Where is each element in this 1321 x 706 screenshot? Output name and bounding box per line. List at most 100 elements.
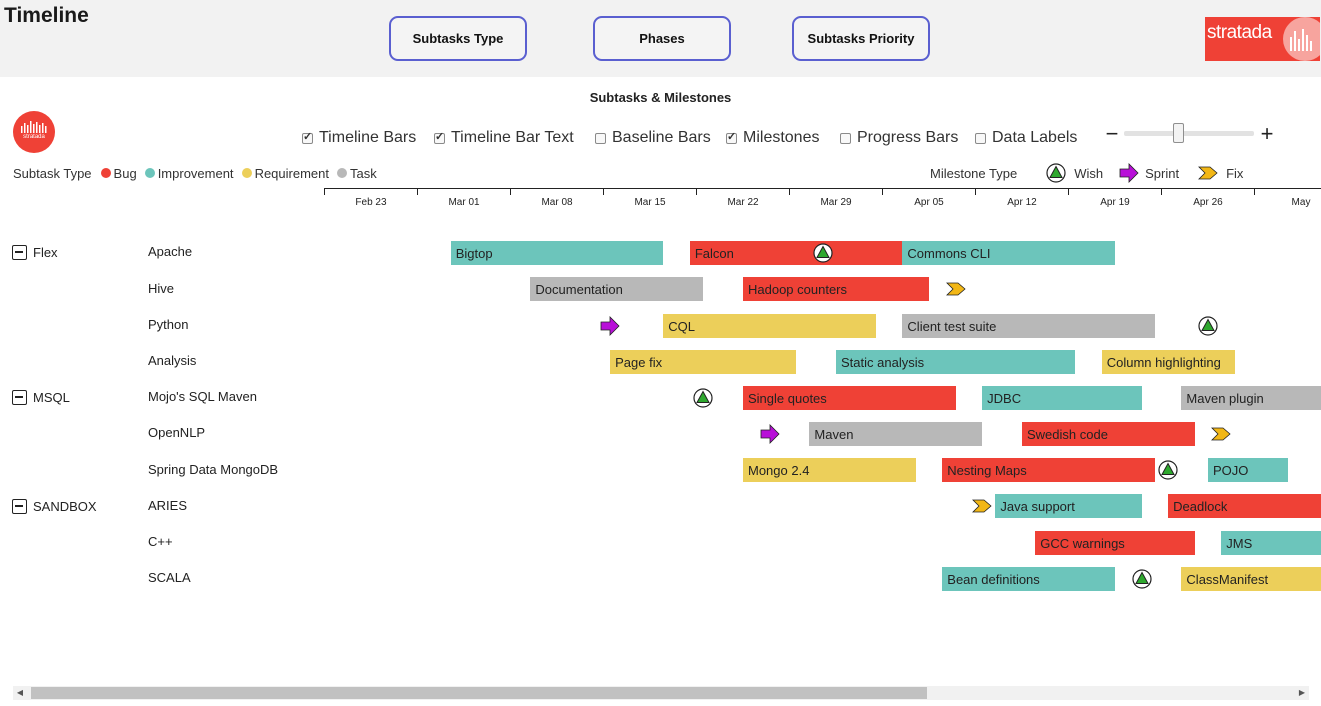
timeline-bar[interactable]: Maven — [809, 422, 983, 446]
timeline-bar[interactable]: Deadlock — [1168, 494, 1321, 518]
row-label-opennlp: OpenNLP — [148, 425, 206, 440]
milestone-wish-icon[interactable] — [1131, 569, 1152, 589]
timeline-bar[interactable]: Documentation — [530, 277, 704, 301]
timeline-bar[interactable]: Falcon — [689, 241, 903, 265]
scroll-right-arrow-icon[interactable]: ▶ — [1298, 688, 1306, 697]
timeline-bar[interactable]: Mongo 2.4 — [743, 458, 916, 482]
option-label: Baseline Bars — [612, 129, 711, 146]
scroll-left-arrow-icon[interactable]: ◀ — [16, 688, 24, 697]
option-timeline-bar-text[interactable]: Timeline Bar Text — [434, 128, 574, 148]
horizontal-scrollbar[interactable]: ◀ ▶ — [13, 686, 1309, 700]
option-label: Timeline Bars — [319, 129, 417, 146]
collapse-icon[interactable] — [12, 244, 27, 260]
timeline-bar[interactable]: Hadoop counters — [743, 277, 929, 301]
axis-tick-label: Mar 01 — [448, 197, 480, 208]
milestone-sprint-icon[interactable] — [600, 316, 620, 336]
timeline-bar[interactable]: Swedish code — [1022, 422, 1195, 446]
zoom-out-button[interactable]: − — [1105, 121, 1119, 146]
milestone-fix-icon[interactable] — [972, 496, 992, 516]
brand-logo: stratada — [1205, 17, 1320, 61]
option-label: Milestones — [743, 129, 820, 146]
milestone-fix-icon[interactable] — [1211, 424, 1231, 444]
timeline-bar[interactable]: Java support — [995, 494, 1142, 518]
bars-icon — [1290, 29, 1312, 51]
subtasks-type-button[interactable]: Subtasks Type — [389, 16, 527, 61]
milestone-wish-icon[interactable] — [693, 388, 713, 408]
brand-name: stratada — [1207, 22, 1272, 43]
axis-tick-label: May — [1291, 197, 1311, 208]
milestone-wish-icon[interactable] — [1158, 460, 1178, 480]
milestone-type-legend: Milestone Type Wish Sprint Fix — [930, 163, 1243, 183]
option-label: Timeline Bar Text — [451, 129, 574, 146]
checkbox-icon[interactable] — [726, 130, 737, 144]
checkbox-icon[interactable] — [975, 132, 986, 144]
legend-item-requirement: Requirement — [254, 165, 329, 181]
timeline-bar[interactable]: Nesting Maps — [942, 458, 1155, 482]
bug-dot-icon — [100, 168, 111, 178]
phases-button[interactable]: Phases — [593, 16, 731, 61]
option-baseline-bars[interactable]: Baseline Bars — [595, 128, 711, 148]
legend-title: Subtask Type — [13, 165, 92, 181]
axis-tick — [417, 188, 418, 195]
zoom-slider-handle[interactable] — [1173, 123, 1184, 143]
timeline-bar[interactable]: Single quotes — [743, 386, 956, 410]
milestone-fix-icon[interactable] — [945, 279, 966, 299]
group-label: SANDBOX — [33, 498, 97, 514]
timeline-bar[interactable]: Commons CLI — [902, 241, 1115, 265]
group-toggle-msql[interactable]: MSQL — [12, 388, 70, 406]
option-milestones[interactable]: Milestones — [726, 128, 819, 148]
axis-tick-label: Mar 08 — [541, 197, 573, 208]
fix-chevron-icon — [1198, 166, 1218, 180]
checkbox-icon[interactable] — [595, 132, 606, 144]
group-label: Flex — [33, 244, 58, 260]
chart-title: Subtasks & Milestones — [589, 90, 732, 105]
timeline-bar[interactable]: JMS — [1221, 531, 1321, 555]
option-data-labels[interactable]: Data Labels — [975, 128, 1077, 148]
milestone-legend-fix: Fix — [1226, 165, 1244, 181]
timeline-bar[interactable]: GCC warnings — [1035, 531, 1195, 555]
page-title: Timeline — [4, 4, 89, 27]
milestone-legend-title: Milestone Type — [930, 165, 1018, 181]
axis-tick — [789, 188, 790, 195]
checkbox-icon[interactable] — [434, 130, 445, 144]
collapse-icon[interactable] — [12, 498, 27, 514]
timeline-bar[interactable]: Bean definitions — [942, 567, 1115, 591]
legend-item-bug: Bug — [113, 165, 137, 181]
row-label-mojos-sql-maven: Mojo's SQL Maven — [148, 389, 257, 404]
axis-tick-label: Apr 12 — [1007, 197, 1037, 208]
scrollbar-thumb[interactable] — [31, 687, 927, 699]
row-label-python: Python — [148, 317, 189, 332]
timeline-bar[interactable]: Maven plugin — [1181, 386, 1321, 410]
axis-tick-label: Feb 23 — [355, 197, 387, 208]
axis-tick-label: Apr 05 — [914, 197, 944, 208]
timeline-bar[interactable]: ClassManifest — [1181, 567, 1321, 591]
timeline-bar[interactable]: CQL — [663, 314, 876, 338]
option-label: Progress Bars — [857, 129, 959, 146]
timeline-bar[interactable]: Column highlighting — [1101, 350, 1235, 374]
collapse-icon[interactable] — [12, 389, 27, 405]
zoom-slider-track[interactable] — [1124, 131, 1254, 136]
checkbox-icon[interactable] — [302, 130, 313, 144]
zoom-in-button[interactable]: + — [1260, 121, 1274, 146]
gantt-chart: Bigtop Falcon Commons CLI Documentation Hado… — [0, 230, 1321, 630]
axis-tick — [603, 188, 604, 195]
row-label-spring-data-mongodb: Spring Data MongoDB — [148, 462, 279, 477]
timeline-bar[interactable]: Client test suite — [902, 314, 1155, 338]
timeline-bar[interactable]: JDBC — [982, 386, 1142, 410]
timeline-bar[interactable]: Bigtop — [450, 241, 664, 265]
group-toggle-flex[interactable]: Flex — [12, 243, 58, 261]
option-progress-bars[interactable]: Progress Bars — [840, 128, 958, 148]
axis-tick — [510, 188, 511, 195]
axis-line — [324, 188, 1321, 189]
milestone-sprint-icon[interactable] — [760, 424, 780, 444]
checkbox-icon[interactable] — [840, 132, 851, 144]
milestone-wish-icon[interactable] — [1198, 316, 1218, 336]
timeline-bar[interactable]: Page fix — [610, 350, 797, 374]
option-timeline-bars[interactable]: Timeline Bars — [302, 128, 416, 148]
milestone-wish-icon[interactable] — [813, 243, 833, 263]
timeline-bar[interactable]: POJO — [1208, 458, 1288, 482]
timeline-bar[interactable]: Static analysis — [836, 350, 1076, 374]
group-toggle-sandbox[interactable]: SANDBOX — [12, 497, 97, 515]
subtasks-priority-button[interactable]: Subtasks Priority — [792, 16, 930, 61]
stratada-logo-icon: stratada — [13, 111, 55, 153]
